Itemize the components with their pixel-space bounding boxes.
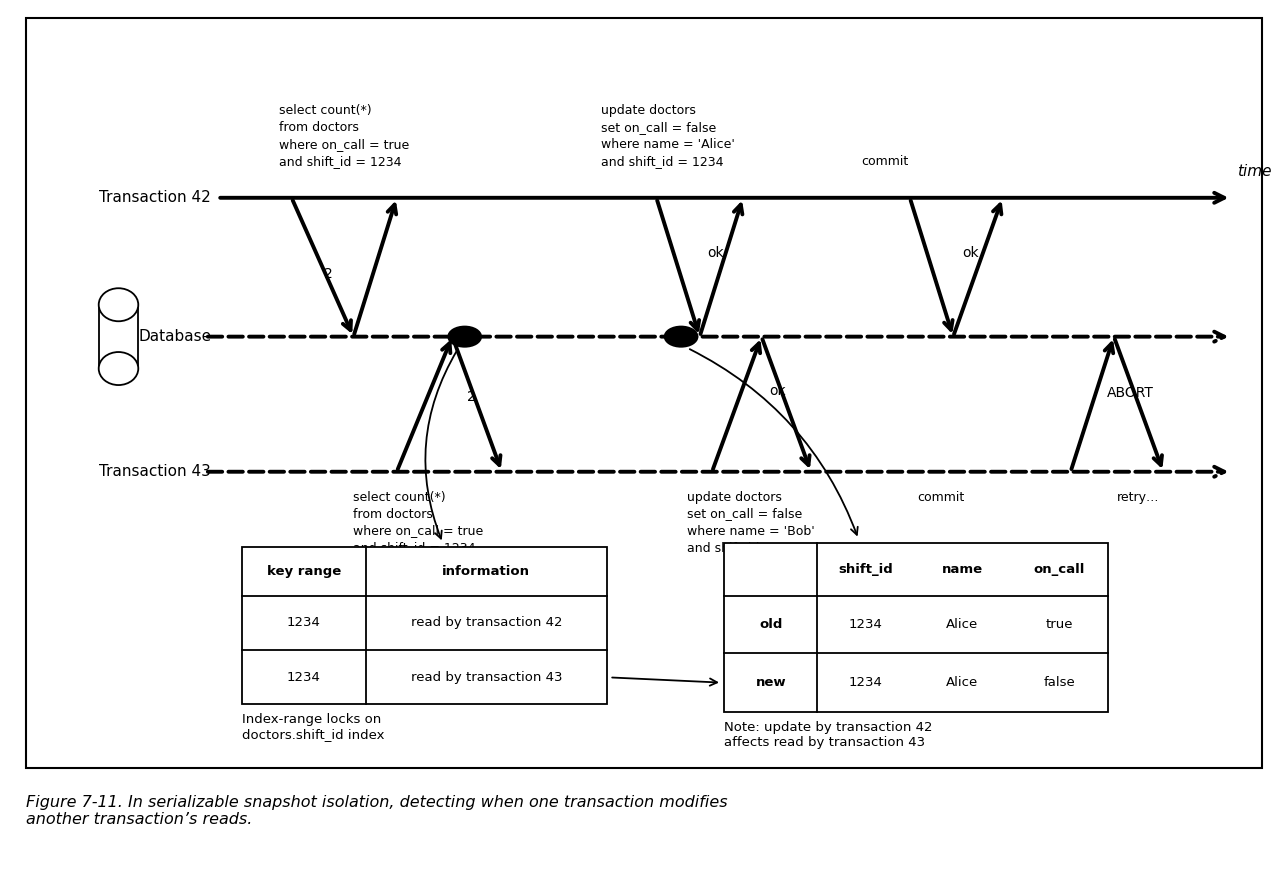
Circle shape	[665, 327, 697, 346]
Text: old: old	[759, 618, 782, 631]
Text: Note: update by transaction 42
affects read by transaction 43: Note: update by transaction 42 affects r…	[724, 721, 933, 749]
Text: 2: 2	[466, 390, 475, 404]
Text: ok: ok	[707, 246, 724, 260]
Text: 1234: 1234	[287, 616, 321, 630]
Text: ok: ok	[769, 384, 786, 397]
Text: ABORT: ABORT	[1106, 387, 1153, 400]
Ellipse shape	[99, 352, 138, 385]
Text: ok: ok	[962, 246, 979, 260]
Text: update doctors
set on_call = false
where name = 'Bob'
and shift_id = 1234: update doctors set on_call = false where…	[688, 490, 815, 555]
Text: time: time	[1238, 164, 1273, 179]
Text: Transaction 42: Transaction 42	[99, 191, 211, 205]
FancyArrowPatch shape	[425, 351, 457, 539]
Text: shift_id: shift_id	[838, 562, 893, 576]
FancyArrowPatch shape	[690, 349, 858, 535]
Text: 1234: 1234	[287, 671, 321, 684]
Text: select count(*)
from doctors
where on_call = true
and shift_id = 1234: select count(*) from doctors where on_ca…	[353, 490, 484, 555]
Text: commit: commit	[862, 155, 909, 168]
Text: Alice: Alice	[947, 618, 979, 631]
Text: key range: key range	[267, 565, 341, 577]
Circle shape	[448, 327, 480, 346]
Text: 2: 2	[325, 268, 334, 281]
Text: Index-range locks on
doctors.shift_id index: Index-range locks on doctors.shift_id in…	[242, 713, 385, 742]
Text: read by transaction 43: read by transaction 43	[411, 671, 562, 684]
Text: name: name	[942, 562, 983, 576]
FancyArrowPatch shape	[612, 677, 717, 686]
Text: false: false	[1043, 676, 1075, 689]
Ellipse shape	[99, 288, 138, 321]
Text: true: true	[1046, 618, 1073, 631]
Bar	[724, 543, 1108, 712]
Text: new: new	[756, 676, 786, 689]
Text: Database: Database	[138, 329, 211, 344]
Text: read by transaction 42: read by transaction 42	[411, 616, 562, 630]
Text: Figure 7-11. In serializable snapshot isolation, detecting when one transaction : Figure 7-11. In serializable snapshot is…	[26, 795, 728, 827]
Text: select count(*)
from doctors
where on_call = true
and shift_id = 1234: select count(*) from doctors where on_ca…	[279, 104, 410, 168]
Bar	[242, 547, 607, 705]
Text: update doctors
set on_call = false
where name = 'Alice'
and shift_id = 1234: update doctors set on_call = false where…	[600, 104, 734, 168]
Text: commit: commit	[917, 490, 965, 503]
Bar	[99, 305, 138, 368]
Text: on_call: on_call	[1033, 562, 1084, 576]
Text: retry…: retry…	[1118, 490, 1159, 503]
Text: information: information	[442, 565, 531, 577]
Text: 1234: 1234	[849, 618, 882, 631]
Text: 1234: 1234	[849, 676, 882, 689]
Text: Alice: Alice	[947, 676, 979, 689]
Text: Transaction 43: Transaction 43	[99, 464, 211, 479]
